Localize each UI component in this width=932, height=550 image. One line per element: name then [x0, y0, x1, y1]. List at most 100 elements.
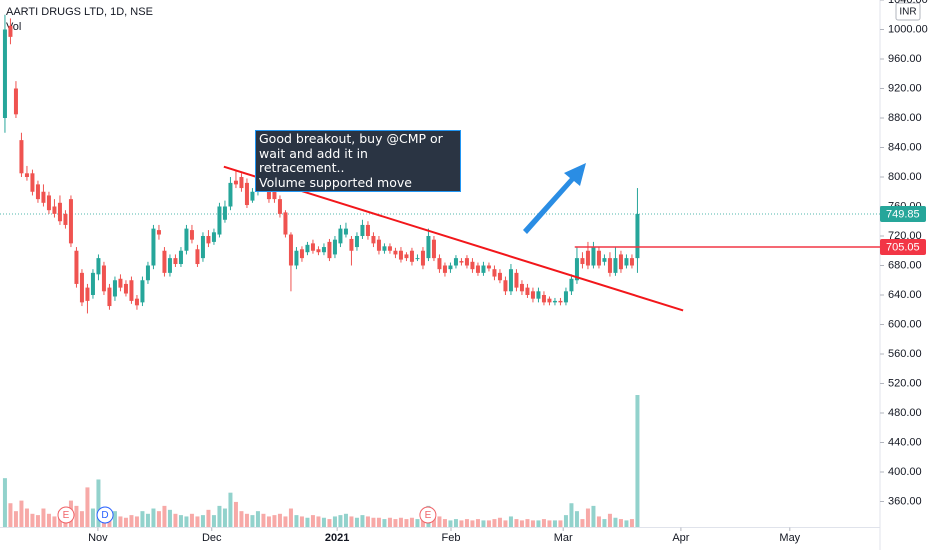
candle-body: [112, 280, 117, 297]
volume-bar: [162, 505, 167, 527]
volume-bar: [244, 513, 249, 527]
volume-bar: [2, 478, 7, 527]
y-tick-label: 520.00: [888, 377, 922, 389]
price-label-box: [880, 239, 926, 256]
candle-body: [591, 247, 596, 266]
event-marker: [96, 506, 114, 524]
candle-body: [184, 228, 189, 251]
candle-body: [541, 294, 546, 303]
volume-bar: [481, 520, 486, 527]
candle-body: [299, 249, 304, 259]
volume-bar: [200, 515, 205, 527]
volume-bar: [30, 513, 35, 527]
candle-body: [585, 250, 590, 266]
candle-body: [602, 258, 607, 262]
candle-body: [470, 261, 475, 270]
event-label: E: [425, 510, 432, 521]
volume-bar: [310, 515, 315, 527]
candle-body: [283, 212, 288, 235]
volume-bar: [404, 519, 409, 527]
volume-bar: [195, 516, 200, 527]
volume-label: Vol: [6, 21, 21, 33]
volume-bar: [283, 516, 288, 527]
candle-body: [459, 261, 464, 263]
candle-body: [371, 235, 376, 244]
candle-body: [8, 25, 13, 37]
candle-body: [503, 280, 508, 292]
candle-body: [233, 180, 238, 185]
candle-body: [343, 228, 348, 235]
volume-bar: [145, 513, 150, 527]
y-tick-label: 1040.00: [888, 0, 928, 6]
candle-body: [569, 278, 574, 292]
currency-box[interactable]: [895, 2, 921, 21]
volume-bar: [492, 519, 497, 527]
volume-bar: [255, 511, 260, 527]
candle-body: [486, 265, 491, 269]
candle-body: [547, 298, 552, 303]
candle-body: [167, 258, 172, 273]
y-tick-label: 400.00: [888, 466, 922, 478]
candle-body: [68, 199, 73, 244]
volume-bar: [558, 520, 563, 527]
volume-bar: [266, 516, 271, 527]
candle-body: [563, 291, 568, 303]
candle-body: [79, 272, 84, 303]
volume-bar: [288, 508, 293, 527]
y-tick-label: 1000.00: [888, 23, 928, 35]
candle-body: [437, 258, 442, 270]
volume-bar: [140, 511, 145, 527]
candle-body: [624, 258, 629, 266]
candle-body: [101, 265, 106, 292]
candle-body: [613, 258, 618, 273]
volume-bar: [250, 515, 255, 527]
volume-bar: [233, 501, 238, 527]
volume-bar: [321, 517, 326, 527]
candle-body: [530, 291, 535, 299]
candle-body: [580, 258, 585, 265]
volume-bar: [591, 505, 596, 527]
candle-body: [156, 230, 161, 235]
candle-body: [321, 247, 326, 253]
candle-body: [145, 265, 150, 281]
candle-body: [272, 188, 277, 200]
annotation[interactable]: Good breakout, buy @CMP or wait and add …: [255, 130, 461, 192]
volume-bar: [41, 508, 46, 527]
y-tick-label: 840.00: [888, 141, 922, 153]
volume-bar: [349, 516, 354, 527]
currency: INR: [899, 7, 916, 18]
candle-body: [57, 202, 62, 222]
candle-body: [118, 278, 123, 288]
candle-body: [206, 235, 211, 244]
arrow: [523, 163, 586, 234]
volume-bar: [393, 519, 398, 527]
volume-bar: [365, 516, 370, 527]
volume-bar: [129, 515, 134, 527]
candle-body: [305, 244, 310, 253]
volume-bar: [486, 520, 491, 527]
candle-body: [41, 191, 46, 203]
volume-bar: [74, 505, 79, 527]
volume-bar: [316, 516, 321, 527]
volume-bar: [272, 515, 277, 527]
candle-body: [151, 228, 156, 266]
x-tick-label: May: [779, 532, 800, 544]
candle-body: [222, 206, 227, 220]
volume-bar: [184, 516, 189, 527]
x-tick-label: Dec: [202, 532, 222, 544]
volume-bar: [371, 517, 376, 527]
candle-body: [382, 246, 387, 251]
volume-bar: [8, 503, 13, 527]
candle-body: [453, 258, 458, 266]
volume-bar: [112, 511, 117, 527]
volume-bar: [189, 513, 194, 527]
candle-body: [596, 250, 601, 266]
volume-bar: [536, 520, 541, 527]
candle-body: [107, 287, 112, 307]
candle-body: [519, 283, 524, 292]
candle-body: [536, 291, 541, 299]
candle-body: [316, 249, 321, 253]
volume-bar: [294, 515, 299, 527]
y-tick-label: 560.00: [888, 348, 922, 360]
